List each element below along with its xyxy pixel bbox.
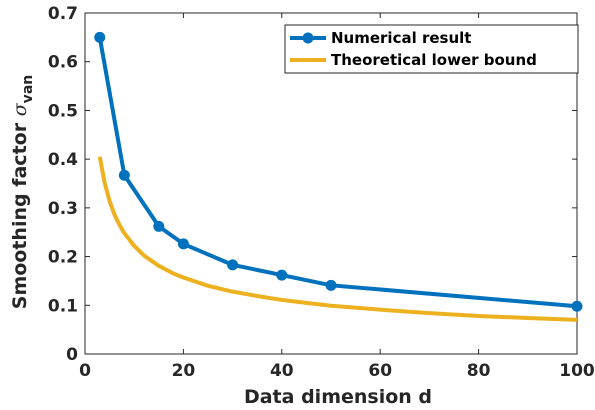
series-line-theoretical-lower-bound bbox=[97, 156, 578, 322]
x-axis-label: Data dimension d bbox=[244, 386, 432, 408]
y-axis-label: Smoothing factor σvan bbox=[9, 75, 36, 309]
x-tick-label: 40 bbox=[270, 361, 294, 381]
series-line-numerical-result bbox=[97, 37, 578, 309]
data-point bbox=[276, 269, 288, 281]
y-tick-label: 0.2 bbox=[48, 248, 78, 268]
y-tick-label: 0.6 bbox=[48, 53, 78, 73]
y-tick-label: 0.3 bbox=[48, 199, 78, 219]
y-tick-label: 0.4 bbox=[48, 150, 78, 170]
data-point bbox=[325, 279, 337, 291]
data-point bbox=[94, 31, 106, 43]
data-point bbox=[571, 300, 583, 312]
legend-label-numerical: Numerical result bbox=[331, 29, 471, 47]
data-point bbox=[153, 220, 165, 232]
legend-label-theoretical: Theoretical lower bound bbox=[331, 51, 537, 69]
x-tick-label: 20 bbox=[172, 361, 196, 381]
x-tick-label: 60 bbox=[368, 361, 392, 381]
series-group bbox=[94, 31, 583, 322]
y-tick-label: 0.1 bbox=[48, 296, 78, 316]
y-axis-label-subscript: van bbox=[20, 75, 36, 104]
x-tick-label: 0 bbox=[79, 361, 91, 381]
x-tick-label: 100 bbox=[559, 361, 595, 381]
y-tick-label: 0.7 bbox=[48, 4, 78, 24]
legend-box bbox=[284, 24, 579, 74]
y-axis-ticks: 0 0.1 0.2 0.3 0.4 0.5 0.6 0.7 bbox=[48, 4, 577, 365]
data-point bbox=[118, 169, 130, 181]
x-tick-label: 80 bbox=[467, 361, 491, 381]
y-axis-label-symbol: σ bbox=[9, 102, 31, 116]
legend: Numerical result Theoretical lower bound bbox=[284, 24, 579, 74]
y-axis-label-text: Smoothing factor bbox=[9, 116, 31, 309]
y-tick-label: 0.5 bbox=[48, 101, 78, 121]
data-point bbox=[227, 259, 239, 271]
y-tick-label: 0 bbox=[66, 345, 78, 365]
data-point bbox=[177, 238, 189, 250]
legend-marker-numerical bbox=[302, 32, 314, 44]
x-axis-ticks: 0 20 40 60 80 100 bbox=[79, 13, 595, 381]
